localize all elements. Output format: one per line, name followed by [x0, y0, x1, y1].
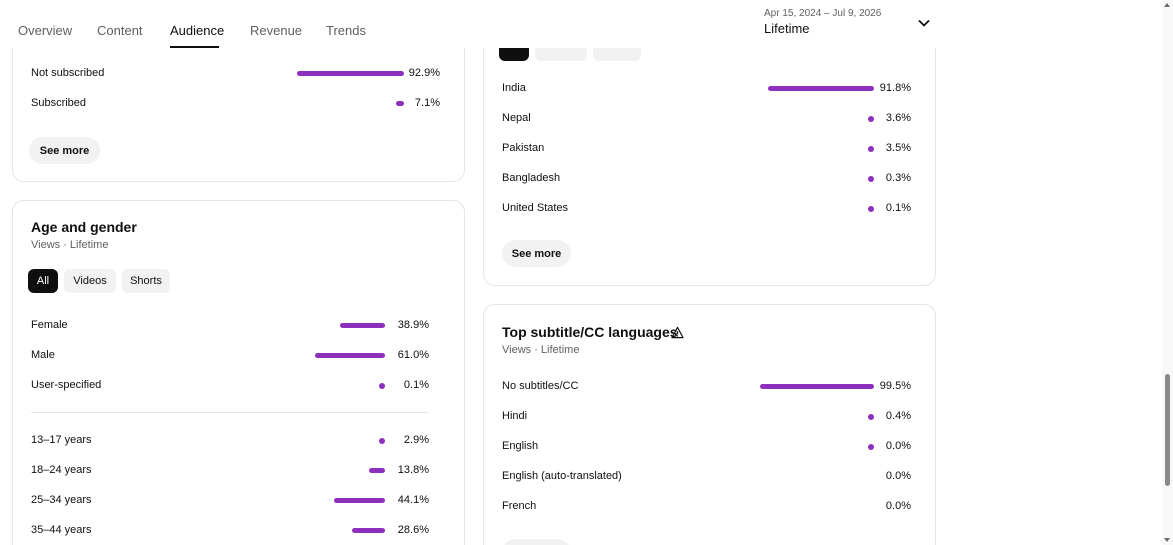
- tab-revenue[interactable]: Revenue: [250, 23, 303, 38]
- row-label: French: [502, 500, 537, 512]
- tab-overview[interactable]: Overview: [18, 23, 73, 38]
- row-value: 3.6%: [885, 112, 911, 124]
- scrollbar[interactable]: [1162, 0, 1173, 545]
- row-value: 0.0%: [885, 500, 911, 512]
- row-value: 44.1%: [397, 494, 429, 506]
- row-label: No subtitles/CC: [502, 380, 579, 392]
- row-label: Nepal: [502, 112, 531, 124]
- row-label: Pakistan: [502, 142, 545, 154]
- see-more-button[interactable]: See more: [29, 137, 100, 164]
- active-tab-indicator: [170, 46, 219, 48]
- scroll-down-icon[interactable]: [1164, 538, 1170, 542]
- tab-trends[interactable]: Trends: [326, 23, 366, 38]
- row-label: 35–44 years: [31, 524, 92, 536]
- date-range-picker[interactable]: Apr 15, 2024 – Jul 9, 2026 Lifetime: [764, 8, 881, 36]
- row-value: 0.4%: [885, 410, 911, 422]
- row-value: 38.9%: [397, 319, 429, 331]
- row-label: Bangladesh: [502, 172, 561, 184]
- row-label: Subscribed: [31, 97, 87, 109]
- tab-bar: Overview Content Audience Revenue Trends…: [0, 0, 1160, 48]
- row-bar: [379, 437, 385, 444]
- date-range-text: Apr 15, 2024 – Jul 9, 2026: [764, 8, 882, 19]
- row-label: 13–17 years: [31, 434, 92, 446]
- card-subtitle: Views · Lifetime: [31, 239, 109, 251]
- row-bar: [868, 443, 874, 450]
- row-value: 0.1%: [403, 379, 429, 391]
- scroll-up-icon[interactable]: [1164, 3, 1170, 7]
- row-label: United States: [502, 202, 569, 214]
- row-label: Male: [31, 349, 55, 361]
- age-gender-card: Age and gender Views · Lifetime All Vide…: [12, 200, 465, 545]
- date-range-period: Lifetime: [764, 21, 810, 36]
- row-bar: [297, 71, 404, 76]
- row-value: 61.0%: [397, 349, 429, 361]
- row-value: 92.9%: [408, 67, 440, 79]
- tab-audience[interactable]: Audience: [170, 23, 225, 38]
- row-bar: [759, 384, 874, 389]
- card-subtitle: Views · Lifetime: [502, 344, 580, 356]
- row-label: English (auto-translated): [502, 470, 622, 482]
- row-bar: [369, 468, 385, 473]
- row-label: User-specified: [31, 379, 102, 391]
- chip-shorts[interactable]: Shorts: [122, 269, 170, 293]
- chevron-down-icon[interactable]: [917, 16, 931, 30]
- row-value: 0.1%: [885, 202, 911, 214]
- row-value: 7.1%: [414, 97, 440, 109]
- row-bar: [340, 323, 385, 328]
- row-bar: [379, 382, 385, 389]
- row-value: 0.3%: [885, 172, 911, 184]
- row-bar: [868, 115, 874, 122]
- row-bar: [868, 145, 874, 152]
- row-value: 99.5%: [879, 380, 911, 392]
- see-more-button[interactable]: [502, 539, 571, 545]
- row-label: Female: [31, 319, 68, 331]
- row-bar: [868, 175, 874, 182]
- row-bar: [768, 86, 874, 91]
- row-bar: [395, 101, 404, 106]
- see-more-button[interactable]: See more: [502, 240, 571, 267]
- row-value: 3.5%: [885, 142, 911, 154]
- chip-videos[interactable]: Videos: [64, 269, 116, 293]
- row-bar: [352, 528, 385, 533]
- row-bar: [334, 498, 385, 503]
- row-label: 18–24 years: [31, 464, 92, 476]
- row-value: 0.0%: [885, 440, 911, 452]
- warning-icon[interactable]: [671, 326, 684, 339]
- row-label: English: [502, 440, 539, 452]
- row-value: 91.8%: [879, 82, 911, 94]
- card-title: Top subtitle/CC languages: [502, 324, 678, 340]
- scrollbar-thumb[interactable]: [1165, 374, 1170, 486]
- row-label: 25–34 years: [31, 494, 92, 506]
- tab-content[interactable]: Content: [97, 23, 143, 38]
- row-value: 2.9%: [403, 434, 429, 446]
- row-label: Not subscribed: [31, 67, 105, 79]
- row-value: 28.6%: [397, 524, 429, 536]
- card-title: Age and gender: [31, 219, 137, 235]
- chip-all[interactable]: All: [28, 269, 58, 293]
- row-label: India: [502, 82, 526, 94]
- row-bar: [314, 353, 385, 358]
- row-label: Hindi: [502, 410, 528, 422]
- subtitle-languages-card: Top subtitle/CC languages Views · Lifeti…: [483, 304, 936, 545]
- row-bar: [868, 413, 874, 420]
- row-value: 0.0%: [885, 470, 911, 482]
- row-value: 13.8%: [397, 464, 429, 476]
- divider: [31, 412, 429, 413]
- row-bar: [868, 205, 874, 212]
